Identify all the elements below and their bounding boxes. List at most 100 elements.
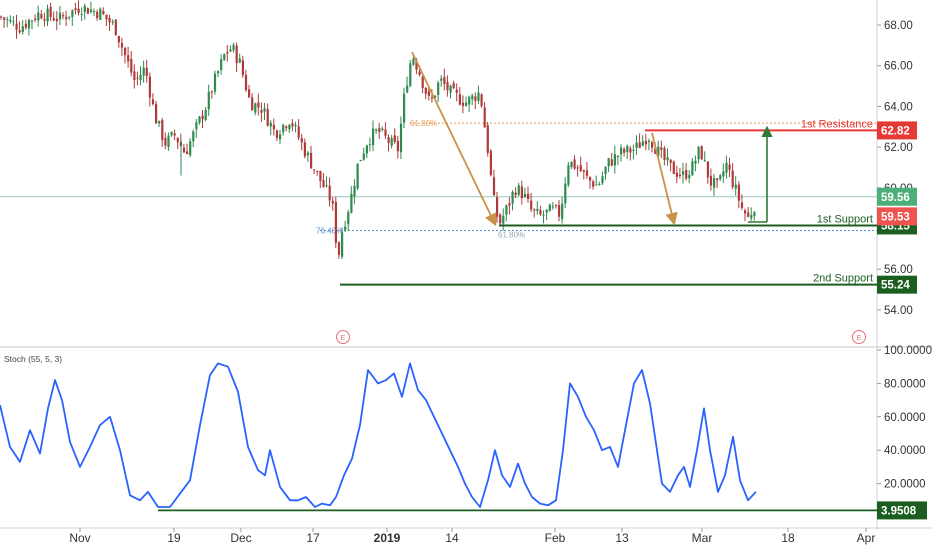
candle-body[interactable]: [55, 18, 58, 22]
candle-body[interactable]: [744, 210, 747, 214]
candle-body[interactable]: [725, 162, 728, 173]
candle-body[interactable]: [294, 124, 297, 126]
candle-body[interactable]: [260, 110, 263, 113]
candle-body[interactable]: [127, 55, 130, 62]
candle-body[interactable]: [409, 63, 412, 86]
candle-body[interactable]: [434, 95, 437, 98]
candle-body[interactable]: [96, 11, 99, 19]
candle-body[interactable]: [139, 74, 142, 81]
candle-body[interactable]: [430, 97, 434, 99]
candle-body[interactable]: [3, 17, 6, 20]
candle-body[interactable]: [703, 159, 706, 161]
candle-body[interactable]: [6, 19, 9, 21]
candle-body[interactable]: [489, 150, 492, 176]
candle-body[interactable]: [350, 193, 353, 213]
candle-body[interactable]: [607, 158, 610, 167]
candle-body[interactable]: [638, 142, 641, 148]
candle-body[interactable]: [678, 174, 682, 177]
candle-body[interactable]: [604, 166, 607, 175]
candle-body[interactable]: [573, 159, 576, 169]
candle-body[interactable]: [49, 6, 52, 17]
candle-body[interactable]: [378, 128, 381, 132]
candle-body[interactable]: [12, 21, 15, 23]
candle-body[interactable]: [719, 175, 722, 179]
candle-body[interactable]: [737, 184, 740, 201]
candle-body[interactable]: [325, 185, 328, 187]
candle-body[interactable]: [117, 36, 120, 43]
candle-body[interactable]: [164, 138, 167, 146]
candle-body[interactable]: [731, 170, 734, 188]
candle-body[interactable]: [210, 91, 213, 93]
candle-body[interactable]: [421, 76, 424, 88]
candle-body[interactable]: [570, 161, 573, 168]
candle-body[interactable]: [620, 147, 623, 155]
candle-body[interactable]: [579, 165, 582, 172]
candle-body[interactable]: [46, 8, 49, 22]
candle-body[interactable]: [161, 120, 164, 141]
candle-body[interactable]: [269, 122, 272, 127]
candle-body[interactable]: [238, 58, 241, 63]
candle-body[interactable]: [406, 85, 409, 93]
candle-body[interactable]: [539, 210, 542, 215]
candle-body[interactable]: [492, 177, 496, 196]
candle-body[interactable]: [248, 89, 251, 98]
candle-body[interactable]: [244, 74, 248, 91]
candle-body[interactable]: [31, 20, 34, 22]
candle-body[interactable]: [427, 91, 430, 96]
candle-body[interactable]: [155, 103, 158, 124]
candle-body[interactable]: [465, 102, 468, 106]
candle-body[interactable]: [353, 185, 356, 197]
candle-body[interactable]: [204, 109, 207, 120]
candle-body[interactable]: [480, 94, 483, 107]
candle-body[interactable]: [551, 206, 554, 208]
candle-body[interactable]: [682, 171, 685, 175]
candle-body[interactable]: [52, 18, 55, 21]
candle-body[interactable]: [145, 67, 148, 77]
candle-body[interactable]: [334, 201, 337, 243]
arrow-move-down-2[interactable]: [651, 132, 678, 226]
candle-body[interactable]: [387, 137, 390, 144]
candle-body[interactable]: [232, 44, 235, 51]
candle-body[interactable]: [663, 148, 666, 160]
candle-body[interactable]: [102, 10, 105, 15]
candle-body[interactable]: [471, 95, 474, 100]
candle-body[interactable]: [713, 178, 716, 188]
candlestick-group[interactable]: [0, 0, 756, 260]
candle-body[interactable]: [381, 128, 384, 130]
candle-body[interactable]: [446, 82, 449, 91]
candle-body[interactable]: [675, 172, 678, 177]
candle-body[interactable]: [508, 203, 511, 206]
candle-body[interactable]: [415, 60, 418, 70]
candle-body[interactable]: [582, 170, 585, 172]
candle-body[interactable]: [728, 164, 731, 170]
candle-body[interactable]: [393, 135, 396, 142]
candle-body[interactable]: [412, 58, 415, 65]
candle-body[interactable]: [499, 214, 502, 224]
candle-body[interactable]: [477, 92, 480, 101]
candle-body[interactable]: [148, 76, 151, 98]
candle-body[interactable]: [319, 170, 322, 182]
candle-body[interactable]: [418, 71, 421, 75]
candle-body[interactable]: [93, 11, 96, 13]
candle-body[interactable]: [37, 12, 40, 21]
candle-body[interactable]: [86, 8, 89, 14]
candle-body[interactable]: [359, 159, 362, 162]
candle-body[interactable]: [9, 19, 12, 22]
candle-body[interactable]: [362, 153, 365, 160]
event-marker-icon[interactable]: [852, 330, 866, 344]
candle-body[interactable]: [257, 102, 260, 108]
candle-body[interactable]: [706, 161, 709, 178]
candle-body[interactable]: [623, 149, 626, 153]
candle-body[interactable]: [403, 93, 406, 123]
candle-body[interactable]: [567, 165, 570, 185]
candle-body[interactable]: [424, 87, 427, 94]
candle-body[interactable]: [520, 186, 523, 199]
candle-body[interactable]: [207, 91, 210, 110]
candle-body[interactable]: [691, 161, 694, 176]
candle-body[interactable]: [396, 140, 399, 152]
candle-body[interactable]: [347, 212, 350, 225]
candle-body[interactable]: [189, 141, 192, 156]
candle-body[interactable]: [399, 123, 403, 153]
candle-body[interactable]: [34, 18, 37, 21]
